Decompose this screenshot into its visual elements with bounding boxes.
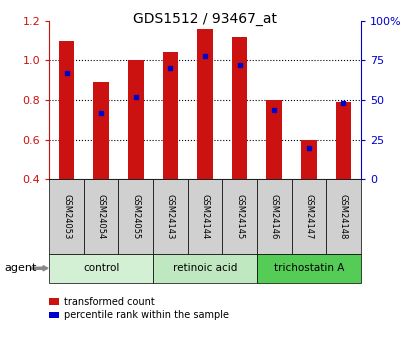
Bar [162,52,178,179]
Bar [93,82,109,179]
Text: GSM24055: GSM24055 [131,194,140,239]
Text: agent: agent [4,263,36,273]
Bar [266,100,281,179]
Text: GSM24143: GSM24143 [166,194,175,239]
Text: trichostatin A: trichostatin A [273,263,343,273]
Text: retinoic acid: retinoic acid [172,263,237,273]
Text: GSM24147: GSM24147 [303,194,312,239]
Bar [197,29,212,179]
Text: GSM24054: GSM24054 [97,194,106,239]
Text: GDS1512 / 93467_at: GDS1512 / 93467_at [133,12,276,26]
Text: GSM24145: GSM24145 [234,194,243,239]
Text: percentile rank within the sample: percentile rank within the sample [63,310,228,320]
Bar [58,41,74,179]
Bar [300,140,316,179]
Text: control: control [83,263,119,273]
Text: GSM24148: GSM24148 [338,194,347,239]
Text: GSM24144: GSM24144 [200,194,209,239]
Text: GSM24146: GSM24146 [269,194,278,239]
Text: transformed count: transformed count [63,297,154,306]
Bar [231,37,247,179]
Bar [128,60,143,179]
Text: GSM24053: GSM24053 [62,194,71,239]
Bar [335,102,351,179]
